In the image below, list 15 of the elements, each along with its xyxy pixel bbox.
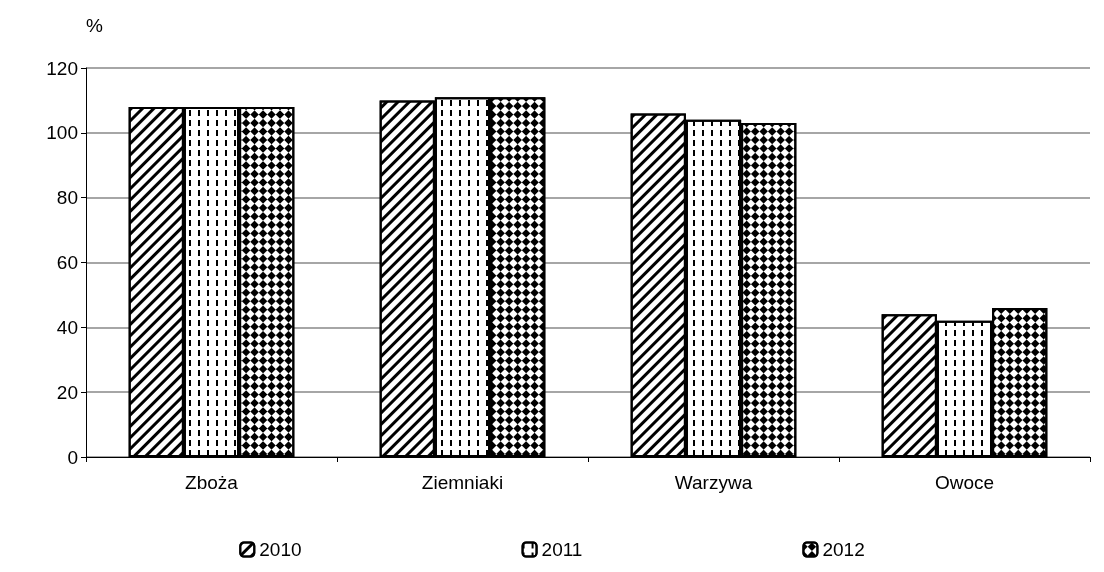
y-tick-label: 20 — [56, 381, 78, 403]
y-tick-label: 80 — [56, 187, 78, 209]
y-axis-title: % — [86, 15, 103, 36]
x-tick-label: Owoce — [934, 472, 995, 493]
y-tick-label: 0 — [67, 446, 78, 468]
y-tick-label: 60 — [56, 252, 78, 273]
y-tick-label: 40 — [56, 316, 78, 338]
y-tick-label: 120 — [46, 57, 78, 79]
y-tick-label: 100 — [46, 122, 78, 144]
x-tick-label: Warzywa — [674, 472, 753, 493]
legend-label: 2011 — [541, 539, 583, 560]
legend-label: 2010 — [259, 539, 302, 560]
x-tick-label: Ziemniaki — [421, 472, 504, 493]
x-tick-label: Zboża — [185, 472, 239, 493]
legend-label: 2012 — [822, 539, 865, 560]
